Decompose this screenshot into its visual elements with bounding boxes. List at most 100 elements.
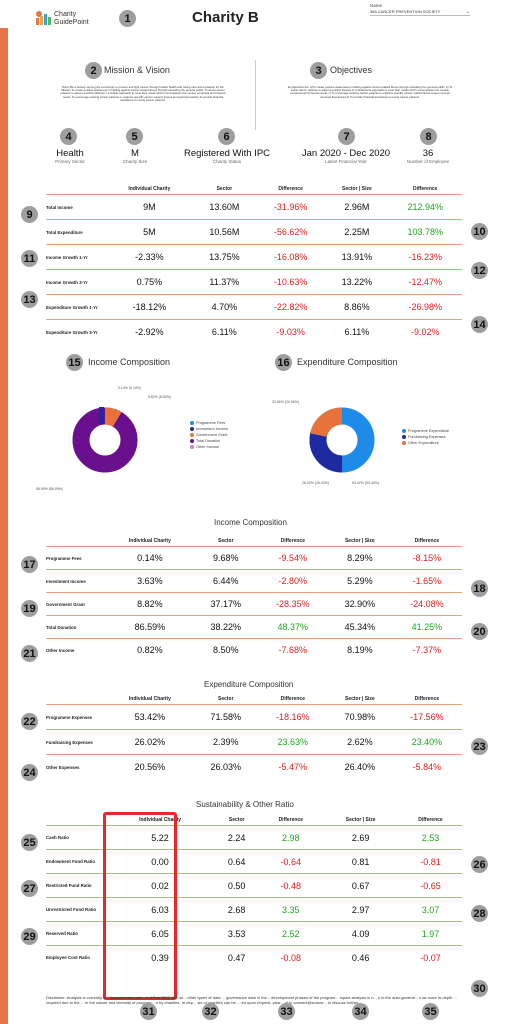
badge-21: 21 xyxy=(21,645,38,662)
table-cell: -17.56% xyxy=(391,704,462,730)
logo-line-2: GuidePoint xyxy=(54,19,89,26)
badge-17: 17 xyxy=(21,556,38,573)
badge-35: 35 xyxy=(422,1003,439,1020)
stat-value: 36 xyxy=(422,148,434,159)
stat-label: Charity Status xyxy=(212,159,242,164)
table-cell: 0.02 xyxy=(106,873,215,898)
expenditure-donut-chart xyxy=(262,380,402,505)
income-donut-chart xyxy=(50,380,180,505)
table-cell: -0.81 xyxy=(398,849,462,874)
ratio-table-title: Sustainability & Other Ratio xyxy=(196,800,294,809)
badge-22: 22 xyxy=(21,713,38,730)
name-selector[interactable]: Name 365 CANCER PREVENTION SOCIETY ⌄ xyxy=(370,3,470,16)
badge-4: 4 xyxy=(60,128,77,145)
row-label: Income Growth 3-Yr xyxy=(46,269,106,295)
table-cell: 2.39% xyxy=(193,729,258,755)
table-cell: 5.22 xyxy=(106,825,215,850)
table-cell: 0.46 xyxy=(322,945,399,970)
stat-value: M xyxy=(131,148,139,159)
table-cell: 8.29% xyxy=(327,546,392,570)
expenditure-slice-label-3: 53.42% (53.42%) xyxy=(352,481,380,485)
table-cell: 0.82% xyxy=(106,638,194,662)
chevron-down-icon: ⌄ xyxy=(465,8,470,15)
badge-12: 12 xyxy=(471,262,488,279)
table-cell: 0.39 xyxy=(106,945,215,970)
sustainability-ratio-table: Individual Charity Sector Difference Sec… xyxy=(46,815,462,970)
badge-15: 15 xyxy=(66,354,83,371)
table-cell: 6.44% xyxy=(193,569,258,593)
col-header: Sector | Size xyxy=(344,696,375,702)
expenditure-composition-table: Individual Charity Sector Difference Sec… xyxy=(46,694,462,780)
table-cell: 2.24 xyxy=(214,825,260,850)
badge-27: 27 xyxy=(21,880,38,897)
table-cell: -0.07 xyxy=(398,945,462,970)
stat-primary-sector: Health Primary Sector xyxy=(25,148,115,164)
financial-summary-table: Individual Charity Sector Difference Sec… xyxy=(46,184,462,345)
table-cell: 2.52 xyxy=(259,921,323,946)
mission-title: Mission & Vision xyxy=(104,65,170,75)
table-cell: 8.50% xyxy=(193,638,258,662)
table-cell: 0.47 xyxy=(214,945,260,970)
table-cell: -18.16% xyxy=(257,704,328,730)
badge-16: 16 xyxy=(275,354,292,371)
row-label: Reserved Ratio xyxy=(46,921,106,946)
table-cell: 4.70% xyxy=(192,294,256,320)
table-cell: 1.97 xyxy=(398,921,462,946)
table-cell: 71.58% xyxy=(193,704,258,730)
badge-30: 30 xyxy=(471,980,488,997)
table-cell: -7.37% xyxy=(391,638,462,662)
table-cell: 2.98 xyxy=(259,825,323,850)
table-cell: 3.07 xyxy=(398,897,462,922)
table-row: Income Growth 3-Yr 0.75% 11.37% -10.63% 13.2… xyxy=(46,269,462,295)
table-row: Total Donation 86.59% 38.22% 48.37% 45.34% 41… xyxy=(46,615,462,639)
row-label: Other Expenses xyxy=(46,754,106,780)
legend-item: Other Income xyxy=(190,444,228,450)
row-label: Programme Expenses xyxy=(46,704,106,730)
row-label: Expenditure Growth 1-Yr xyxy=(46,294,106,320)
table-cell: 23.40% xyxy=(391,729,462,755)
table-cell: 2.96M xyxy=(325,194,389,220)
expenditure-slice-fundraising xyxy=(309,433,343,473)
legend-item: Programme Expenditure xyxy=(402,428,449,434)
badge-26: 26 xyxy=(471,856,488,873)
table-cell: 6.11% xyxy=(192,319,256,345)
table-row: Restricted Fund Ratio 0.02 0.50 -0.48 0.67 -0… xyxy=(46,873,462,898)
badge-32: 32 xyxy=(202,1003,219,1020)
col-header: Individual Charity xyxy=(128,538,171,544)
stat-value: Registered With IPC xyxy=(183,148,271,159)
table-cell: -2.33% xyxy=(106,244,193,270)
income-table-title: Income Composition xyxy=(214,518,287,527)
row-label: Unrestricted Fund Ratio xyxy=(46,897,106,922)
table-cell: -12.47% xyxy=(388,269,462,295)
row-label: Endowment Fund Ratio xyxy=(46,849,106,874)
col-header: Individual Charity xyxy=(139,817,182,823)
table-cell: 0.81 xyxy=(322,849,399,874)
table-cell: -1.65% xyxy=(391,569,462,593)
row-label: Government Grant xyxy=(46,592,106,616)
col-header: Individual Charity xyxy=(128,696,171,702)
badge-24: 24 xyxy=(21,764,38,781)
income-slice-investment-income xyxy=(99,407,104,424)
table-cell: 9M xyxy=(106,194,193,220)
table-cell: 26.02% xyxy=(106,729,194,755)
row-label: Total Income xyxy=(46,194,106,220)
table-cell: 86.59% xyxy=(106,615,194,639)
objectives-text: Its objectives are: a)To create positive… xyxy=(287,85,453,99)
table-cell: -0.08 xyxy=(259,945,323,970)
table-cell: 103.78% xyxy=(388,219,462,245)
table-cell: 0.67 xyxy=(322,873,399,898)
table-cell: 70.98% xyxy=(327,704,392,730)
badge-5: 5 xyxy=(126,128,143,145)
table-cell: -16.23% xyxy=(388,244,462,270)
table-cell: 8.82% xyxy=(106,592,194,616)
table-cell: 3.63% xyxy=(106,569,194,593)
row-label: Total Expenditure xyxy=(46,219,106,245)
table-cell: -9.03% xyxy=(255,319,326,345)
col-header: Difference xyxy=(414,538,440,544)
table-cell: -9.02% xyxy=(388,319,462,345)
disclaimer-text: Disclaimer: Analysis is currently b... f… xyxy=(46,995,457,1005)
logo-line-1: Charity xyxy=(54,11,77,18)
table-cell: 2.69 xyxy=(322,825,399,850)
badge-34: 34 xyxy=(352,1003,369,1020)
table-cell: 5.29% xyxy=(327,569,392,593)
